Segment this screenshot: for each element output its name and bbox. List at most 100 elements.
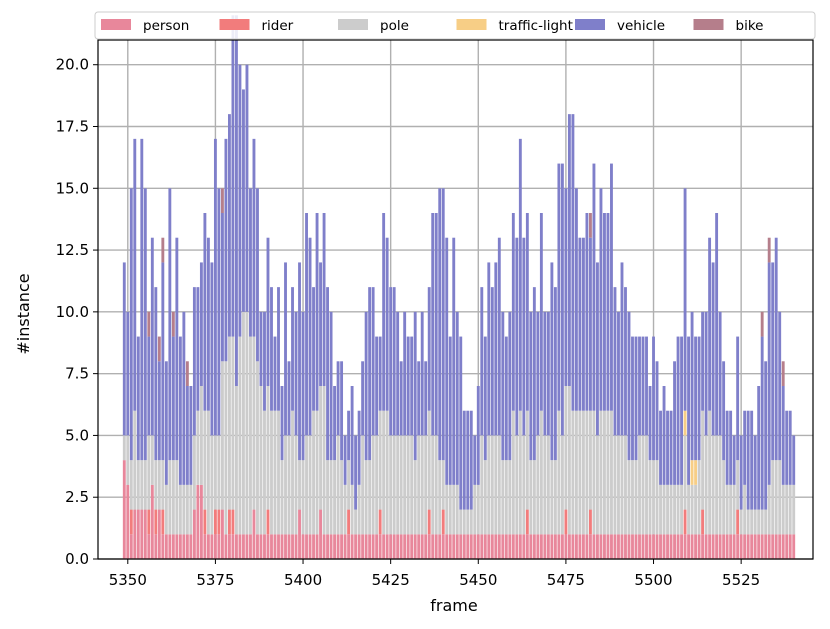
bar-vehicle [543, 311, 547, 436]
bar-person [413, 534, 417, 559]
bar-vehicle [581, 237, 585, 411]
bar-pole [536, 435, 540, 535]
bar-person [434, 534, 438, 559]
bar-person [270, 534, 273, 559]
bar-rider [154, 509, 158, 535]
bar-pole [350, 484, 354, 535]
bar-vehicle [757, 386, 761, 510]
bar-traffic-light [683, 410, 687, 436]
bar-person [252, 509, 256, 559]
bar-pole [764, 509, 768, 535]
bar-vehicle [396, 311, 400, 436]
bar-vehicle [785, 410, 789, 485]
bar-person [694, 534, 698, 559]
bar-pole [143, 460, 147, 510]
bar-person [596, 534, 599, 559]
bar-pole [543, 435, 547, 535]
bar-pole [441, 460, 445, 510]
bar-pole [133, 410, 137, 510]
bar-pole [620, 435, 624, 535]
bar-person [438, 534, 442, 559]
bar-vehicle [662, 386, 666, 485]
legend-swatch-rider [219, 19, 250, 30]
bar-person [220, 509, 224, 559]
bar-pole [280, 460, 284, 535]
bar-pole [308, 435, 312, 535]
bar-vehicle [238, 64, 242, 337]
bar-vehicle [652, 336, 655, 461]
bar-person [581, 534, 585, 559]
bar-vehicle [308, 237, 312, 436]
bar-person [522, 534, 526, 559]
bar-person [192, 509, 196, 559]
bar-pole [199, 386, 203, 485]
bar-pole [617, 435, 620, 535]
bar-pole [581, 410, 585, 535]
bar-person [242, 534, 245, 559]
bar-pole [220, 361, 224, 510]
bar-vehicle [592, 163, 596, 411]
bar-pole [599, 410, 603, 535]
bar-vehicle [171, 336, 175, 461]
bar-rider [683, 509, 687, 535]
bar-person [511, 534, 515, 559]
bar-vehicle [546, 311, 550, 436]
bar-person [792, 534, 796, 559]
bar-pole [136, 460, 140, 510]
bar-vehicle [764, 361, 768, 510]
bar-vehicle [399, 361, 403, 436]
bar-vehicle [585, 213, 589, 411]
bar-vehicle [476, 386, 480, 485]
bar-rider [213, 509, 217, 535]
bar-pole [154, 460, 158, 510]
bar-person [648, 534, 652, 559]
bar-vehicle [606, 213, 610, 411]
bar-vehicle [150, 237, 154, 436]
bar-vehicle [511, 213, 515, 411]
bar-pole [750, 509, 754, 535]
bar-vehicle [452, 237, 456, 485]
bar-pole [347, 460, 351, 510]
bar-person [504, 534, 508, 559]
bars [122, 15, 796, 559]
bar-pole [242, 311, 245, 535]
bar-pole [788, 484, 792, 535]
bar-person [736, 534, 740, 559]
bar-pole [792, 484, 796, 535]
bar-person [666, 534, 669, 559]
bar-vehicle [490, 287, 494, 436]
bar-pole [613, 435, 617, 535]
bar-person [574, 534, 578, 559]
bar-pole [504, 460, 508, 535]
bar-person [420, 534, 424, 559]
bar-person [291, 534, 294, 559]
bar-pole [329, 460, 333, 535]
bar-person [750, 534, 754, 559]
bar-person [778, 534, 782, 559]
bar-pole [525, 410, 529, 510]
bar-pole [567, 386, 571, 535]
bar-person [483, 534, 487, 559]
bar-person [424, 534, 428, 559]
bar-person [213, 534, 217, 559]
bar-person [185, 534, 189, 559]
bar-vehicle [441, 188, 445, 461]
bar-person [788, 534, 792, 559]
bar-vehicle [420, 311, 424, 436]
bar-vehicle [567, 114, 571, 386]
bar-vehicle [410, 336, 414, 436]
bar-vehicle [694, 336, 698, 461]
bar-pole [385, 410, 389, 535]
y-tick-label: 7.5 [65, 365, 89, 383]
bar-person [662, 534, 666, 559]
bar-vehicle [610, 163, 613, 411]
bar-person [235, 534, 238, 559]
bar-pole [722, 460, 726, 535]
bar-person [206, 534, 210, 559]
bar-vehicle [143, 188, 147, 461]
bar-person [771, 534, 775, 559]
bar-person [711, 534, 715, 559]
bar-vehicle [683, 188, 687, 411]
bar-person [448, 534, 452, 559]
bar-pole [231, 336, 235, 510]
